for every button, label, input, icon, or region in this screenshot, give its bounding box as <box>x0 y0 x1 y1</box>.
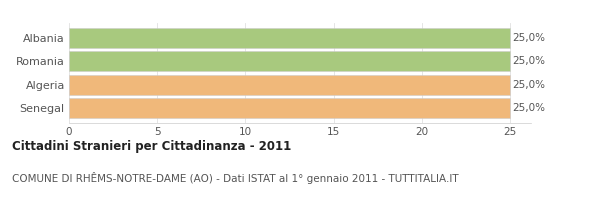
Text: 25,0%: 25,0% <box>512 80 545 90</box>
Bar <box>69 51 510 71</box>
Bar <box>69 28 510 48</box>
Text: 25,0%: 25,0% <box>512 33 545 43</box>
Text: Cittadini Stranieri per Cittadinanza - 2011: Cittadini Stranieri per Cittadinanza - 2… <box>12 140 291 153</box>
Bar <box>69 75 510 95</box>
Text: 25,0%: 25,0% <box>512 56 545 66</box>
Text: 25,0%: 25,0% <box>512 103 545 113</box>
Text: COMUNE DI RHÊMS-NOTRE-DAME (AO) - Dati ISTAT al 1° gennaio 2011 - TUTTITALIA.IT: COMUNE DI RHÊMS-NOTRE-DAME (AO) - Dati I… <box>12 172 458 184</box>
Bar <box>69 98 510 118</box>
